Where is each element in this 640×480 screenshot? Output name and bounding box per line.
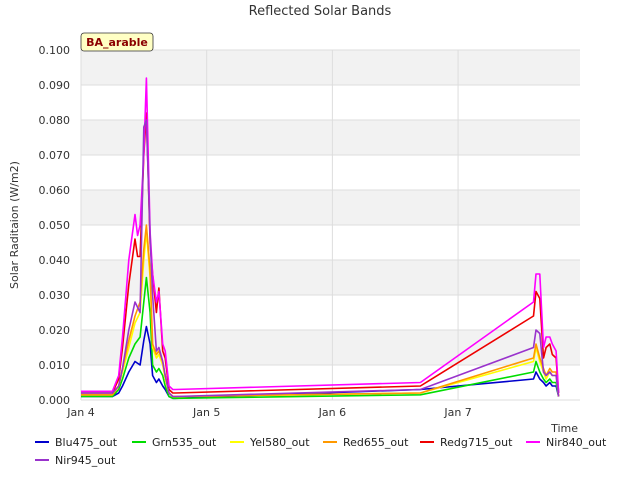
x-tick-label: Jan 5 <box>192 406 220 419</box>
legend-label: Nir840_out <box>546 435 607 449</box>
y-tick-label: 0.100 <box>39 44 71 57</box>
site-badge-label: BA_arable <box>86 36 148 49</box>
legend-label: Nir945_out <box>55 453 116 467</box>
legend-item: Nir840_out <box>526 434 606 450</box>
series-line-grn535_out <box>81 276 560 400</box>
grid-lines <box>80 49 580 401</box>
legend-swatch <box>230 441 244 443</box>
legend-swatch <box>35 441 49 443</box>
legend-label: Red655_out <box>343 435 409 449</box>
plot-band <box>81 190 580 225</box>
legend-label: Blu475_out <box>55 435 118 449</box>
plot-band <box>81 120 580 155</box>
legend-swatch <box>323 441 337 443</box>
y-tick-label: 0.070 <box>39 149 71 162</box>
chart-title: Reflected Solar Bands <box>249 4 392 19</box>
series-line-nir945_out <box>81 119 560 398</box>
y-tick-label: 0.080 <box>39 114 71 127</box>
legend-item: Yel580_out <box>230 434 310 450</box>
plot-background-bands <box>81 50 580 400</box>
legend-label: Grn535_out <box>152 435 217 449</box>
plot-band <box>81 225 580 260</box>
plot-band <box>81 295 580 330</box>
x-tick-label: Jan 7 <box>443 406 471 419</box>
y-tick-label: 0.010 <box>39 359 71 372</box>
legend-item: Red655_out <box>323 434 408 450</box>
x-tick-label: Jan 4 <box>66 406 94 419</box>
plot-band <box>81 155 580 190</box>
legend-label: Yel580_out <box>250 435 310 449</box>
y-tick-label: 0.020 <box>39 324 71 337</box>
plot-band <box>81 85 580 120</box>
y-tick-label: 0.000 <box>39 394 71 407</box>
legend-swatch <box>420 441 434 443</box>
y-axis-label: Solar Raditaion (W/m2) <box>8 161 21 289</box>
y-axis-ticks: 0.000 0.010 0.020 0.030 0.040 0.050 0.060 0.070… <box>39 44 71 407</box>
y-tick-label: 0.090 <box>39 79 71 92</box>
x-axis-ticks: Jan 4 Jan 5 Jan 6 Jan 7 <box>66 406 472 419</box>
site-badge: BA_arable <box>80 32 154 52</box>
legend-label: Redg715_out <box>440 435 513 449</box>
x-tick-label: Jan 6 <box>318 406 346 419</box>
y-tick-label: 0.030 <box>39 289 71 302</box>
series-line-redg715_out <box>81 112 560 394</box>
legend-swatch <box>132 441 146 443</box>
legend-item: Grn535_out <box>132 434 216 450</box>
legend-swatch <box>35 459 49 461</box>
legend-item: Redg715_out <box>420 434 512 450</box>
plot-band <box>81 50 580 85</box>
series-line-nir840_out <box>81 77 560 394</box>
y-tick-label: 0.060 <box>39 184 71 197</box>
legend-swatch <box>526 441 540 443</box>
x-axis-label: Time <box>550 422 578 435</box>
y-tick-label: 0.040 <box>39 254 71 267</box>
series-line-blu475_out <box>81 325 560 400</box>
series-lines <box>81 77 560 400</box>
legend-item: Nir945_out <box>35 452 115 468</box>
legend: Blu475_out Grn535_out Yel580_out Red655_out… <box>0 434 640 480</box>
y-tick-label: 0.050 <box>39 219 71 232</box>
plot-band <box>81 260 580 295</box>
legend-item: Blu475_out <box>35 434 117 450</box>
